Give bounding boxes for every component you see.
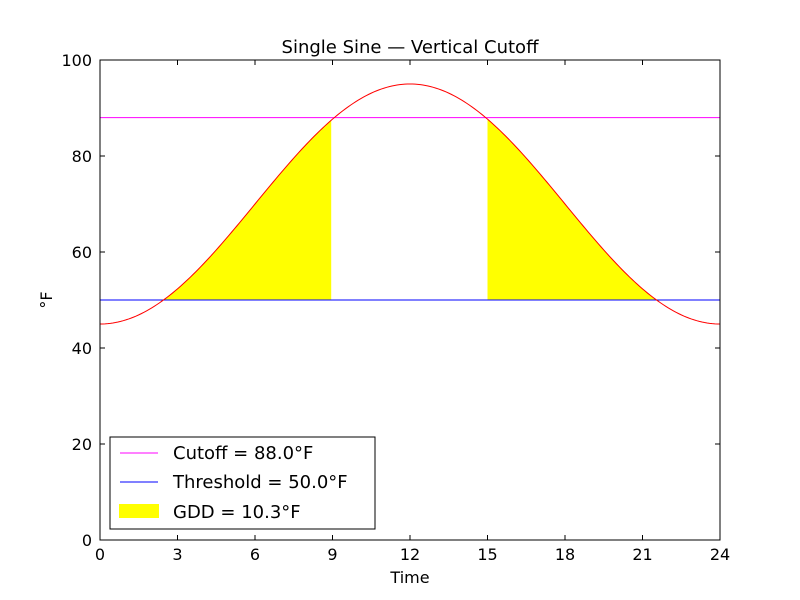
x-tick-label: 6 [250, 545, 260, 564]
legend-box [109, 436, 376, 530]
x-tick-label: 12 [400, 545, 420, 564]
legend-cutoff-label: Cutoff = 88.0°F [173, 443, 313, 464]
y-tick-label: 20 [72, 435, 92, 454]
y-tick-label: 100 [61, 51, 92, 70]
legend-gdd-label: GDD = 10.3°F [173, 502, 301, 523]
x-axis-label: Time [389, 568, 429, 587]
temperature-curve [99, 83, 721, 325]
x-tick-label: 9 [327, 545, 337, 564]
tick-layer: 0 3 6 9 12 15 18 21 24 0 20 40 60 80 100 [61, 51, 730, 564]
x-tick-label: 15 [477, 545, 497, 564]
gdd-region-2 [487, 119, 659, 302]
x-tick-label: 18 [555, 545, 575, 564]
x-tick-label: 21 [632, 545, 652, 564]
y-axis-label: °F [37, 291, 56, 308]
legend: Cutoff = 88.0°F Threshold = 50.0°F GDD =… [109, 436, 376, 530]
y-tick-label: 0 [82, 531, 92, 550]
x-tick-label: 3 [172, 545, 182, 564]
x-tick-label: 24 [710, 545, 730, 564]
x-tick-label: 0 [95, 545, 105, 564]
y-tick-label: 40 [72, 339, 92, 358]
gdd-region-1 [161, 120, 332, 302]
legend-gdd-swatch [119, 504, 159, 518]
gdd-fill-layer [161, 119, 659, 302]
legend-threshold-label: Threshold = 50.0°F [172, 472, 348, 493]
chart-title: Single Sine — Vertical Cutoff [282, 37, 540, 58]
y-tick-label: 60 [72, 243, 92, 262]
line-layer [99, 83, 721, 325]
y-tick-label: 80 [72, 147, 92, 166]
